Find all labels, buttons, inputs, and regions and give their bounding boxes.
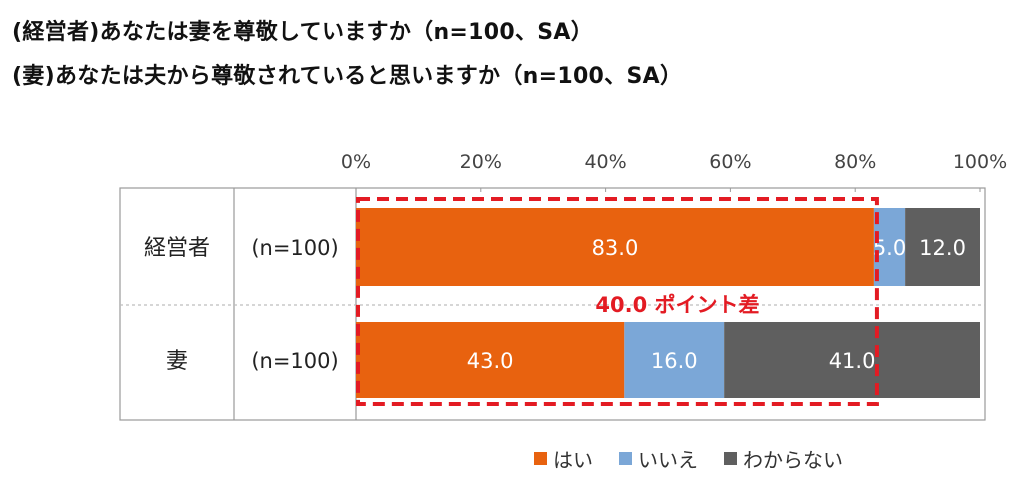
chart-title-wife: (妻)あなたは夫から尊敬されていると思いますか（n=100、SA） bbox=[12, 64, 683, 89]
chart-frame bbox=[119, 187, 986, 421]
category-sample-size: (n=100) bbox=[251, 349, 338, 373]
chart-title-executive: (経営者)あなたは妻を尊敬していますか（n=100、SA） bbox=[12, 20, 594, 45]
difference-annotation: 40.0 ポイント差 bbox=[595, 293, 759, 317]
stacked-bar-chart: 0% 20% 40% 60% 80% 100% 経営者 (n=100) 妻 (n=100) 83.0… bbox=[119, 151, 1007, 421]
bar-value-label: 41.0 bbox=[829, 349, 876, 373]
bar-value-label: 43.0 bbox=[467, 349, 514, 373]
legend-item: はい bbox=[534, 444, 593, 473]
category-label: 妻 bbox=[166, 349, 188, 374]
x-tick-label: 20% bbox=[460, 151, 502, 173]
legend-label: はい bbox=[553, 448, 593, 472]
x-tick-label: 60% bbox=[709, 151, 751, 173]
x-tick-label: 80% bbox=[834, 151, 876, 173]
x-tick-label: 40% bbox=[584, 151, 626, 173]
bar-value-label: 83.0 bbox=[592, 236, 639, 260]
bar-segment bbox=[905, 208, 980, 286]
x-tick-label: 100% bbox=[953, 151, 1007, 173]
bar-segment bbox=[873, 208, 906, 286]
bar-segment bbox=[356, 322, 625, 398]
legend-swatch bbox=[724, 452, 737, 465]
legend-swatch bbox=[534, 452, 547, 465]
legend-label: わからない bbox=[743, 448, 843, 472]
bar-value-label: 16.0 bbox=[651, 349, 698, 373]
category-label: 経営者 bbox=[144, 236, 210, 261]
bar-value-label: 12.0 bbox=[919, 236, 966, 260]
x-tick-label: 0% bbox=[341, 151, 371, 173]
chart-legend: はい いいえ わからない bbox=[534, 444, 869, 473]
bar-segment bbox=[724, 322, 980, 398]
legend-item: いいえ bbox=[619, 444, 698, 473]
bar-segment bbox=[356, 208, 874, 286]
bar-segment bbox=[624, 322, 725, 398]
legend-label: いいえ bbox=[638, 448, 698, 472]
legend-item: わからない bbox=[724, 444, 843, 473]
category-sample-size: (n=100) bbox=[251, 236, 338, 260]
legend-swatch bbox=[619, 452, 632, 465]
